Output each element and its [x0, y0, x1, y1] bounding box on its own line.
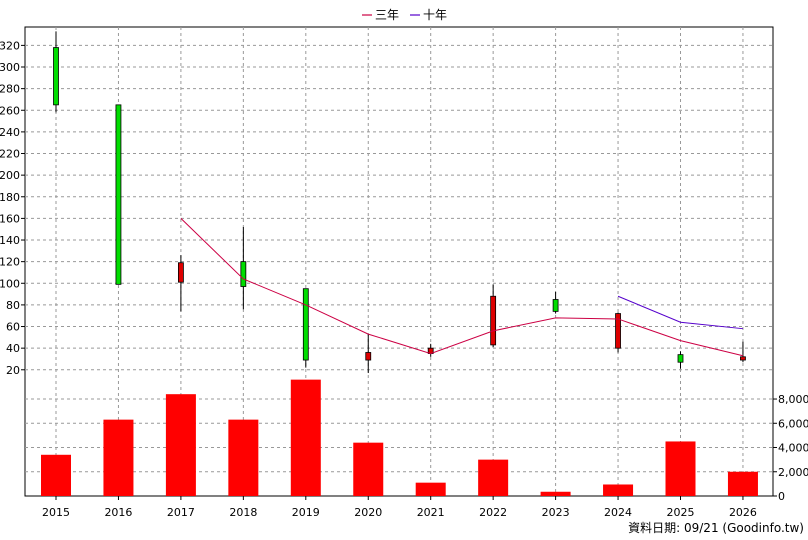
volume-bar	[290, 379, 321, 496]
candle-body	[365, 352, 372, 361]
candle-body	[240, 261, 247, 287]
price-tick-label: 240	[0, 126, 20, 139]
candle-body	[115, 104, 122, 285]
x-axis: 2015 2016 2017 2018 2019 2020 2021 2022 2023 2024…	[42, 496, 757, 519]
volume-tick-label: 0	[778, 490, 785, 503]
x-tick-label: 2019	[292, 506, 320, 519]
volume-bar	[41, 454, 71, 496]
x-tick-label: 2018	[229, 506, 257, 519]
candle-body	[302, 288, 309, 361]
volume-bar	[228, 419, 259, 496]
volume-bar	[103, 419, 134, 496]
volume-bar	[665, 441, 696, 496]
price-tick-label: 300	[0, 61, 20, 74]
price-tick-label: 280	[0, 83, 20, 96]
candle-body	[740, 356, 746, 361]
candle-body	[615, 313, 621, 349]
price-tick-label: 180	[0, 191, 20, 204]
x-tick-label: 2025	[667, 506, 695, 519]
price-tick-label: 100	[0, 277, 20, 290]
volume-bar	[727, 471, 758, 496]
candle-body	[53, 47, 59, 106]
line-three-year	[180, 218, 744, 357]
volume-axis: 0 2,000 4,000 6,000 8,000	[773, 393, 808, 503]
price-tick-label: 220	[0, 148, 20, 161]
price-axis: 20 40 60 80 100 120 140 160 180 200 220 240 260 280 30…	[0, 39, 25, 377]
price-tick-label: 40	[6, 342, 20, 355]
volume-bar	[478, 459, 509, 496]
price-tick-label: 260	[0, 104, 20, 117]
volume-bar	[540, 491, 571, 496]
source-footnote: 資料日期: 09/21 (Goodinfo.tw)	[628, 521, 804, 535]
volume-bar	[353, 442, 384, 496]
volume-bar	[165, 394, 196, 496]
candle-body	[490, 295, 497, 346]
line-ten-year	[617, 295, 744, 330]
price-tick-label: 80	[6, 299, 20, 312]
x-tick-label: 2015	[42, 506, 70, 519]
volume-tick-label: 4,000	[778, 442, 808, 455]
price-tick-label: 20	[6, 364, 20, 377]
candle-body	[552, 299, 559, 312]
x-tick-label: 2024	[604, 506, 632, 519]
x-tick-label: 2022	[479, 506, 507, 519]
volume-tick-label: 8,000	[778, 393, 808, 406]
price-tick-label: 60	[6, 321, 20, 334]
volume-tick-label: 6,000	[778, 417, 808, 430]
x-tick-label: 2021	[417, 506, 445, 519]
volume-tick-label: 2,000	[778, 466, 808, 479]
candle-body	[177, 262, 184, 283]
candles	[53, 31, 746, 374]
x-tick-label: 2020	[354, 506, 382, 519]
x-tick-label: 2023	[542, 506, 570, 519]
volume-bar	[415, 482, 446, 496]
volume-bar	[603, 484, 634, 496]
price-tick-label: 320	[0, 39, 20, 52]
legend: 三年 十年	[362, 8, 447, 22]
x-tick-label: 2016	[104, 506, 132, 519]
legend-label-ten-year: 十年	[423, 8, 447, 22]
price-tick-label: 140	[0, 234, 20, 247]
grid	[25, 27, 773, 496]
price-tick-label: 120	[0, 256, 20, 269]
volume-bars	[41, 379, 758, 496]
price-tick-label: 200	[0, 169, 20, 182]
price-tick-label: 160	[0, 212, 20, 225]
x-tick-label: 2026	[729, 506, 757, 519]
moving-average-lines	[180, 218, 744, 357]
candle-body	[677, 354, 684, 363]
x-tick-label: 2017	[167, 506, 195, 519]
legend-label-three-year: 三年	[375, 8, 399, 22]
